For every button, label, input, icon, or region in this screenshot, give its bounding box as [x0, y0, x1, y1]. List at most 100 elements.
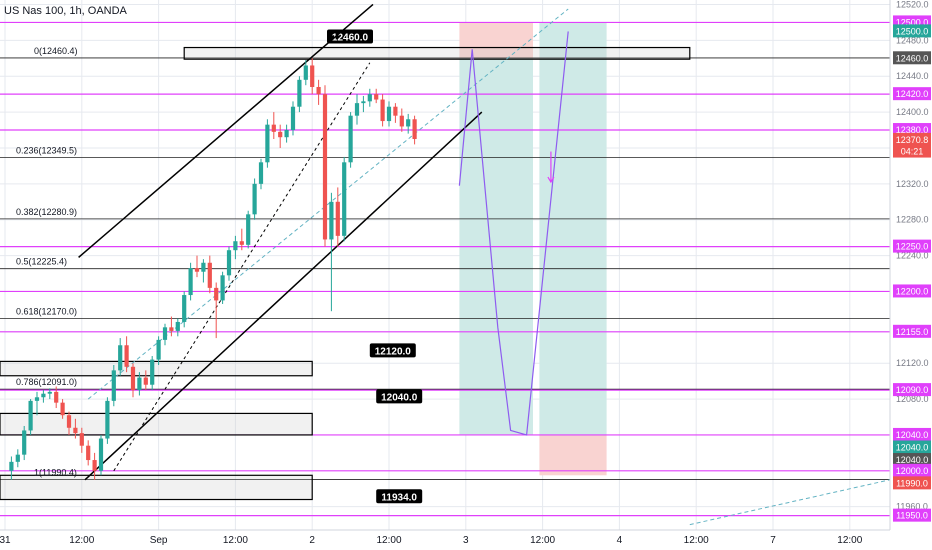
candle-body	[60, 402, 65, 416]
candle-body	[188, 268, 193, 296]
level-box-label: 12120.0	[375, 346, 412, 357]
candle-body	[406, 119, 411, 127]
price-badge-bg	[893, 284, 931, 298]
chart-title: US Nas 100, 1h, OANDA	[4, 5, 128, 17]
candle-body	[246, 214, 251, 245]
time-axis-background	[0, 530, 932, 550]
candle-body	[329, 201, 334, 240]
candle-body	[98, 438, 104, 471]
price-badge-bg	[893, 51, 931, 65]
candle-body	[28, 400, 33, 431]
candle-body	[162, 327, 168, 340]
candle-body	[9, 461, 14, 471]
candle-body	[278, 131, 283, 138]
trend-lines[interactable]	[78, 3, 891, 526]
price-badge: 12370.8	[896, 135, 929, 145]
candle-body	[393, 106, 398, 116]
price-badge: 12090.0	[896, 385, 929, 395]
candle-body	[194, 268, 200, 272]
level-box[interactable]	[0, 474, 313, 501]
candle-body	[156, 339, 161, 360]
level-box-label-bg	[376, 389, 423, 404]
price-tick-label: 12280.0	[896, 215, 929, 225]
price-badge-bg	[893, 440, 931, 454]
channel-line[interactable]	[84, 111, 483, 481]
fib-trend-line[interactable]	[87, 8, 569, 400]
price-badge-bg	[893, 123, 931, 137]
long-stop-zone-right[interactable]	[539, 434, 607, 476]
price-badge-bg	[893, 87, 931, 101]
position-zones[interactable]	[459, 22, 607, 476]
candle-body	[220, 275, 225, 301]
candle-body	[310, 65, 315, 87]
candle-body	[354, 103, 360, 116]
level-box-label-bg	[327, 29, 373, 44]
price-badge: 12500.0	[896, 17, 929, 27]
fib-level-label: 0.5(12225.4)	[16, 257, 67, 267]
time-tick-label: 12:00	[837, 535, 862, 546]
price-badge: 12155.0	[896, 327, 929, 337]
projection-trend-line[interactable]	[689, 479, 891, 526]
candle-body	[258, 162, 264, 184]
fib-level-label: 0(12460.4)	[34, 46, 78, 56]
candle-body	[143, 377, 148, 385]
time-tick-label: 31	[0, 535, 11, 546]
candle-body	[54, 391, 59, 403]
fib-anchor-line[interactable]	[113, 62, 371, 472]
candle-body	[322, 94, 328, 240]
candle-body	[124, 345, 129, 367]
fib-level-label: 0.382(12280.9)	[16, 207, 77, 217]
candle-body	[386, 106, 392, 122]
candles	[9, 58, 417, 480]
candle-body	[412, 119, 417, 140]
candle-body	[367, 94, 372, 102]
price-badge-bg	[893, 463, 931, 477]
time-tick-label: 12:00	[530, 535, 555, 546]
candle-body	[399, 115, 404, 127]
candle-body	[47, 391, 52, 394]
channel-line[interactable]	[78, 3, 374, 258]
price-badge: 12250.0	[896, 242, 929, 252]
candle-body	[79, 433, 84, 446]
level-box-label-bg	[369, 343, 416, 358]
time-tick-label: 12:00	[69, 535, 94, 546]
price-tick-label: 12240.0	[896, 251, 929, 261]
level-boxes[interactable]: 12460.0 12120.0 12040.0 11934.0	[0, 29, 691, 504]
candle-body	[342, 162, 347, 236]
candle-body	[214, 287, 219, 301]
price-badge-bg	[893, 132, 931, 146]
level-box[interactable]	[0, 360, 313, 377]
candle-body	[111, 370, 116, 401]
candle-body	[233, 241, 238, 251]
time-tick-label: 12:00	[376, 535, 401, 546]
time-tick-label: 3	[463, 535, 469, 546]
fib-level-label: 0.618(12170.0)	[16, 306, 77, 316]
long-target-zone-right[interactable]	[539, 22, 607, 435]
projection-path[interactable]	[458, 31, 569, 436]
horizontal-levels[interactable]	[0, 21, 890, 517]
candle-body	[380, 99, 385, 122]
level-box[interactable]	[0, 412, 313, 436]
price-tick-label: 12120.0	[896, 358, 929, 368]
price-badge-bg	[893, 453, 931, 467]
candle-body	[22, 430, 27, 455]
candle-body	[284, 130, 289, 138]
fib-level-label: 0.236(12349.5)	[16, 145, 77, 155]
price-tick-label: 12080.0	[896, 394, 929, 404]
price-tick-label: 12320.0	[896, 179, 929, 189]
candle-body	[15, 454, 20, 462]
price-tick-label: 12400.0	[896, 107, 929, 117]
level-box-label: 12460.0	[332, 33, 369, 44]
level-box[interactable]	[183, 46, 691, 60]
price-tick-label: 11960.0	[896, 502, 928, 512]
candle-body	[92, 460, 97, 471]
time-axis[interactable]: 31 12:00 Sep 12:00 2 12:00 3 12:00 4 12:00 7 12:00	[0, 535, 863, 546]
projection-zigzag[interactable]	[458, 31, 569, 436]
price-badge: 12460.0	[896, 53, 929, 63]
candle-body	[226, 250, 232, 276]
price-badge-bg	[893, 324, 931, 338]
price-badge: 12380.0	[896, 125, 929, 135]
time-tick-label: 2	[309, 535, 315, 546]
